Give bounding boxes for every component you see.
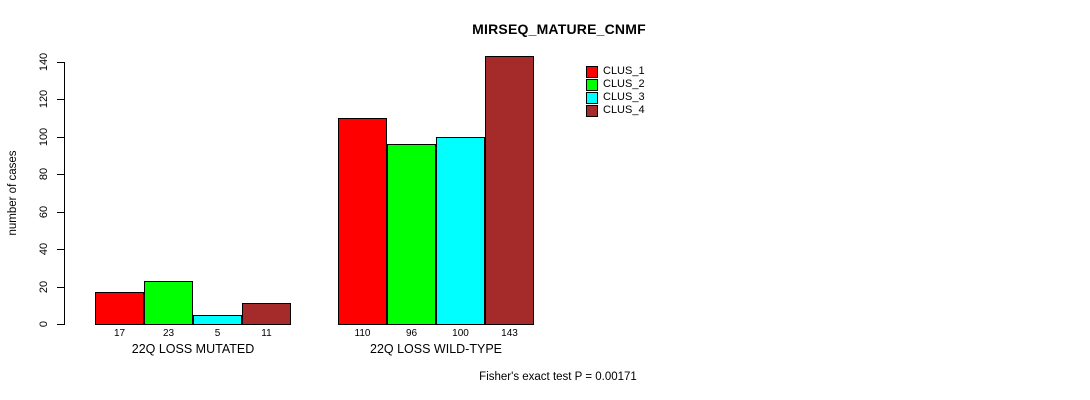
bar-clus_1 bbox=[95, 292, 144, 325]
legend-item: CLUS_1 bbox=[586, 65, 645, 78]
y-tick-label: 40 bbox=[38, 243, 50, 256]
legend-item: CLUS_2 bbox=[586, 78, 645, 91]
bar-clus_2 bbox=[144, 280, 193, 325]
y-tick-label: 100 bbox=[38, 127, 50, 147]
bar-value-label: 96 bbox=[405, 328, 418, 339]
y-axis-line bbox=[64, 62, 65, 325]
legend-swatch bbox=[586, 65, 598, 78]
chart-title: MIRSEQ_MATURE_CNMF bbox=[472, 21, 646, 37]
y-axis-tick bbox=[57, 211, 65, 213]
bar-clus_1 bbox=[338, 118, 387, 325]
y-axis-tick bbox=[57, 174, 65, 176]
y-axis-tick bbox=[57, 324, 65, 325]
bar-value-label: 5 bbox=[214, 328, 221, 339]
bar-value-label: 23 bbox=[162, 328, 175, 339]
bar-value-label: 100 bbox=[452, 328, 469, 339]
y-axis-tick bbox=[57, 286, 65, 288]
y-axis-tick bbox=[57, 99, 65, 101]
legend-swatch bbox=[586, 91, 598, 104]
y-tick-label: 80 bbox=[38, 168, 50, 181]
group-label: 22Q LOSS WILD-TYPE bbox=[370, 342, 502, 356]
legend-swatch bbox=[586, 104, 598, 117]
legend-label: CLUS_1 bbox=[603, 65, 645, 77]
y-tick-label: 0 bbox=[38, 320, 50, 328]
legend-item: CLUS_3 bbox=[586, 91, 645, 104]
bar-value-label: 17 bbox=[113, 328, 126, 339]
y-axis-tick bbox=[57, 136, 65, 138]
y-tick-label: 120 bbox=[38, 90, 50, 109]
legend-label: CLUS_3 bbox=[603, 91, 645, 103]
legend-label: CLUS_4 bbox=[603, 104, 645, 116]
bar-value-label: 110 bbox=[354, 328, 371, 339]
y-tick-label: 140 bbox=[38, 52, 50, 72]
bar-value-label: 11 bbox=[261, 328, 272, 339]
y-axis-tick bbox=[57, 249, 65, 251]
legend-item: CLUS_4 bbox=[586, 104, 645, 117]
y-tick-label: 20 bbox=[38, 280, 50, 293]
bar-value-label: 143 bbox=[501, 328, 518, 339]
bar-clus_4 bbox=[242, 303, 291, 325]
legend-swatch bbox=[586, 78, 598, 91]
group-label: 22Q LOSS MUTATED bbox=[131, 342, 255, 356]
bar-clus_3 bbox=[193, 314, 242, 325]
bar-clus_4 bbox=[485, 56, 534, 325]
y-tick-label: 60 bbox=[38, 205, 50, 218]
bar-clus_2 bbox=[387, 144, 436, 325]
bar-clus_3 bbox=[436, 136, 485, 325]
y-axis-label: number of cases bbox=[7, 150, 19, 236]
y-axis-tick bbox=[57, 62, 65, 63]
legend-label: CLUS_2 bbox=[603, 78, 645, 90]
fisher-test-annotation: Fisher's exact test P = 0.00171 bbox=[479, 371, 637, 383]
